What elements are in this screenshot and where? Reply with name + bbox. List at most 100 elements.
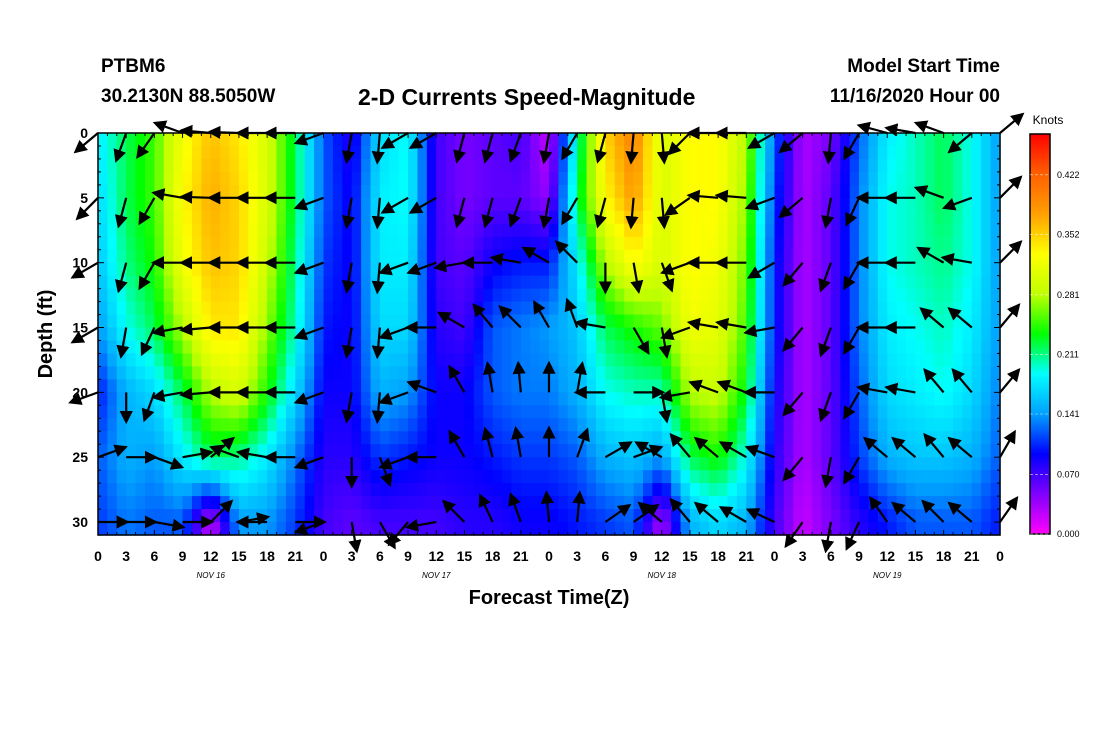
heat-cell: [708, 184, 719, 199]
heat-cell: [511, 301, 522, 316]
heat-cell: [558, 431, 569, 445]
heat-cell: [163, 470, 174, 484]
heat-cell: [821, 133, 832, 147]
heat-cell: [229, 262, 240, 277]
heat-cell: [229, 353, 240, 368]
heat-cell: [990, 249, 1001, 264]
heat-cell: [445, 262, 456, 277]
heat-cell: [483, 522, 494, 536]
heat-cell: [718, 197, 729, 212]
heat-cell: [887, 236, 898, 251]
heat-cell: [830, 496, 841, 510]
heat-cell: [464, 522, 475, 536]
heat-cell: [361, 262, 372, 277]
heat-cell: [783, 223, 794, 238]
heat-cell: [464, 379, 475, 393]
heat-cell: [210, 496, 221, 510]
heat-cell: [323, 223, 334, 238]
heat-cell: [445, 418, 456, 432]
heat-cell: [830, 314, 841, 329]
heat-cell: [896, 353, 907, 368]
heat-cell: [746, 184, 757, 199]
heat-cell: [332, 522, 343, 536]
heat-cell: [624, 457, 635, 471]
heat-cell: [577, 405, 588, 419]
heat-cell: [285, 340, 296, 355]
x-tick-label: 3: [799, 548, 807, 564]
heat-cell: [483, 327, 494, 342]
heat-cell: [689, 340, 700, 355]
heat-cell: [962, 405, 973, 419]
heat-cell: [953, 223, 964, 238]
heat-cell: [906, 418, 917, 432]
heat-cell: [126, 418, 137, 432]
heat-cell: [595, 171, 606, 186]
heat-cell: [840, 379, 851, 393]
heat-cell: [680, 171, 691, 186]
heat-cell: [248, 288, 259, 303]
heat-cell: [389, 353, 400, 368]
heat-cell: [971, 392, 982, 406]
heat-cell: [201, 145, 212, 160]
heat-cell: [107, 184, 118, 199]
heat-cell: [915, 431, 926, 445]
heat-cell: [182, 353, 193, 368]
heat-cell: [426, 444, 437, 458]
heat-cell: [595, 431, 606, 445]
heat-cell: [708, 236, 719, 251]
heat-cell: [511, 522, 522, 536]
heat-cell: [906, 314, 917, 329]
heat-cell: [116, 366, 127, 380]
heat-cell: [332, 353, 343, 368]
colorbar: Knots 0.0000.0700.1410.2110.2810.3520.42…: [1029, 113, 1080, 539]
heat-cell: [332, 431, 343, 445]
heat-cell: [774, 457, 785, 471]
heat-cell: [154, 171, 165, 186]
heat-cell: [765, 145, 776, 160]
heat-cell: [915, 171, 926, 186]
heat-cell: [107, 314, 118, 329]
heat-cell: [934, 275, 945, 290]
heat-cell: [840, 184, 851, 199]
heat-cell: [746, 171, 757, 186]
current-arrow: [179, 322, 211, 336]
heat-cell: [962, 262, 973, 277]
heat-cell: [746, 431, 757, 445]
heat-cell: [361, 509, 372, 523]
heat-cell: [586, 392, 597, 406]
heat-cell: [257, 249, 268, 264]
heat-cell: [332, 418, 343, 432]
heat-cell: [990, 522, 1001, 536]
heat-cell: [868, 262, 879, 277]
heat-cell: [671, 366, 682, 380]
heat-cell: [210, 288, 221, 303]
heat-cell: [727, 158, 738, 173]
heat-cell: [379, 184, 390, 199]
current-arrow: [448, 429, 466, 458]
heat-cell: [736, 210, 747, 225]
heat-cell: [783, 249, 794, 264]
heat-cell: [370, 197, 381, 212]
heat-cell: [652, 496, 663, 510]
heat-cell: [398, 275, 409, 290]
heat-cell: [595, 262, 606, 277]
current-arrow: [884, 123, 916, 137]
heat-cell: [859, 236, 870, 251]
heat-cell: [802, 483, 813, 497]
heat-cell: [520, 379, 531, 393]
heat-cell: [642, 314, 653, 329]
heat-cell: [680, 158, 691, 173]
heat-cell: [238, 262, 249, 277]
heat-cell: [323, 327, 334, 342]
heat-cell: [624, 262, 635, 277]
heat-cell: [549, 366, 559, 380]
heat-cell: [746, 379, 757, 393]
heat-cell: [502, 158, 513, 173]
heat-cell: [924, 418, 935, 432]
heat-cell: [436, 327, 447, 342]
heat-cell: [906, 470, 917, 484]
heat-cell: [520, 288, 531, 303]
heat-cell: [727, 327, 738, 342]
current-arrow: [380, 132, 409, 149]
heat-cell: [558, 340, 569, 355]
